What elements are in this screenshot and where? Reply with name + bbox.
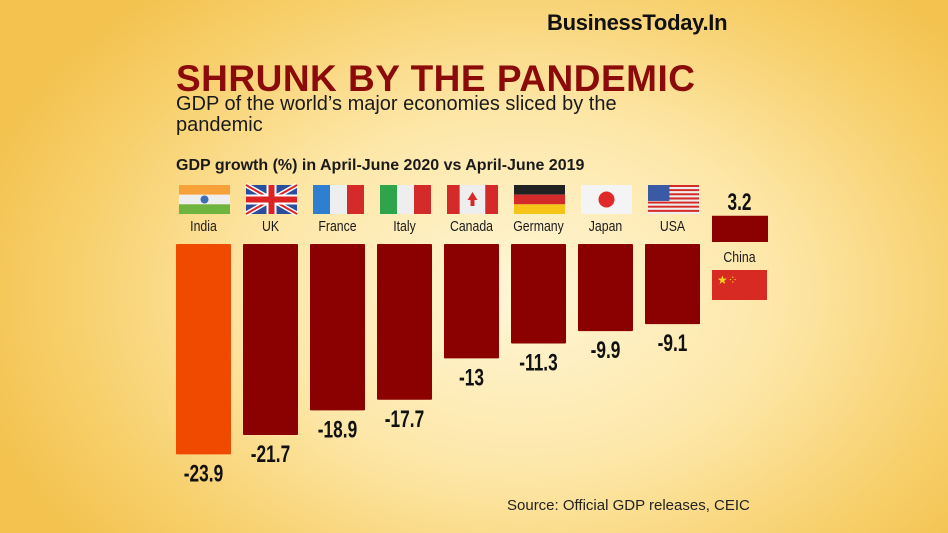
- bar-india: [176, 244, 231, 455]
- value-label: -9.1: [658, 330, 688, 356]
- category-label: China: [723, 249, 755, 265]
- uk-flag-icon: [244, 182, 299, 217]
- bar-france: [310, 244, 365, 411]
- value-label: 3.2: [727, 189, 751, 215]
- value-label: -17.7: [385, 406, 424, 432]
- bar-germany: [511, 244, 566, 344]
- value-label: -21.7: [251, 441, 290, 467]
- usa-flag-icon: [648, 185, 699, 214]
- bar-group-india: India -23.9: [176, 185, 231, 487]
- india-flag-icon: [179, 185, 230, 214]
- category-label: Italy: [393, 218, 416, 234]
- source-note: Source: Official GDP releases, CEIC: [507, 497, 750, 514]
- bar-group-italy: Italy -17.7: [377, 185, 432, 432]
- canada-flag-icon: [447, 185, 498, 214]
- bar-group-france: France -18.9: [310, 185, 365, 443]
- bar-group-china: 3.2 China ★⁘: [712, 189, 768, 300]
- bar-china: [712, 215, 768, 242]
- chart-title: SHRUNK BY THE PANDEMIC: [176, 58, 696, 99]
- category-label: Japan: [589, 218, 622, 234]
- bar-group-japan: Japan -9.9: [578, 185, 633, 364]
- bar-group-germany: Germany -11.3: [511, 185, 566, 376]
- bar-italy: [377, 244, 432, 400]
- bar-group-uk: UK -21.7: [243, 182, 299, 468]
- japan-flag-icon: [581, 185, 632, 214]
- category-label: France: [318, 218, 357, 234]
- category-label: India: [190, 218, 217, 234]
- germany-flag-icon: [514, 185, 565, 214]
- value-label: -9.9: [591, 337, 621, 363]
- bar-uk: [243, 244, 298, 435]
- bar-group-canada: Canada -13: [444, 185, 499, 391]
- china-flag-icon: ★⁘: [712, 270, 767, 300]
- bar-group-usa: USA -9.1: [645, 185, 700, 357]
- value-label: -13: [459, 365, 484, 391]
- italy-flag-icon: [380, 185, 431, 214]
- bar-usa: [645, 244, 700, 325]
- category-label: Germany: [513, 218, 564, 234]
- value-label: -23.9: [184, 461, 223, 487]
- value-label: -11.3: [519, 350, 557, 376]
- category-label: USA: [660, 218, 686, 234]
- value-label: -18.9: [318, 417, 357, 443]
- category-label: UK: [262, 218, 279, 234]
- bar-canada: [444, 244, 499, 359]
- brand-logo: BusinessToday.In: [547, 10, 728, 35]
- category-label: Canada: [450, 218, 493, 234]
- svg-text:★⁘: ★⁘: [717, 273, 738, 287]
- bar-japan: [578, 244, 633, 332]
- france-flag-icon: [313, 185, 364, 214]
- y-axis-label: GDP growth (%) in April-June 2020 vs Apr…: [176, 157, 585, 174]
- chart-subtitle: GDP of the world’s major economies slice…: [176, 93, 617, 136]
